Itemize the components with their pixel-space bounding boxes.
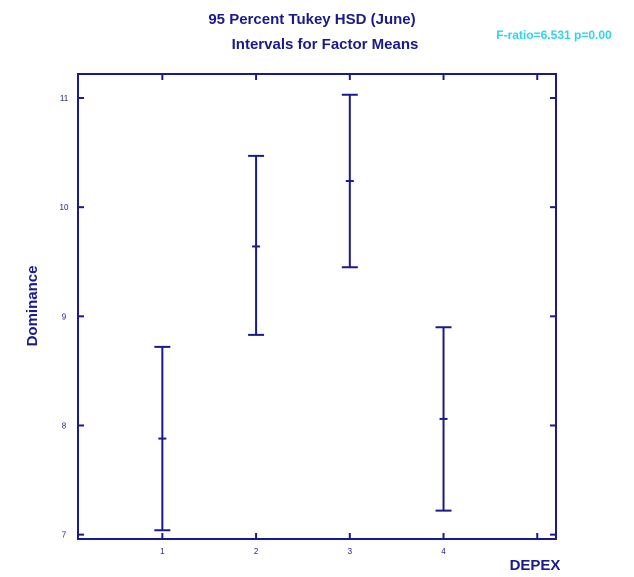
interval-series	[154, 93, 452, 532]
y-tick-label: 10	[60, 203, 69, 212]
y-tick-label: 11	[60, 94, 69, 103]
chart-title: 95 Percent Tukey HSD (June)	[208, 11, 415, 28]
x-tick-label: 4	[441, 547, 446, 556]
x-tick-label: 2	[254, 547, 259, 556]
stat-text: F-ratio=6.531 p=0.00	[496, 28, 612, 42]
x-tick-labels: 1 2 3 4	[160, 547, 446, 556]
y-tick-label: 7	[62, 531, 67, 540]
y-tick-label: 9	[62, 312, 67, 321]
y-tick-labels: 7 8 9 10 11	[60, 94, 69, 540]
y-axis-label: Dominance	[24, 266, 41, 347]
y-tick-label: 8	[62, 421, 67, 430]
chart-subtitle: Intervals for Factor Means	[232, 36, 419, 53]
plot-frame	[77, 73, 557, 540]
tick-marks	[78, 74, 556, 539]
x-tick-label: 3	[348, 547, 353, 556]
x-axis-label: DEPEX	[510, 557, 561, 574]
x-tick-label: 1	[160, 547, 165, 556]
